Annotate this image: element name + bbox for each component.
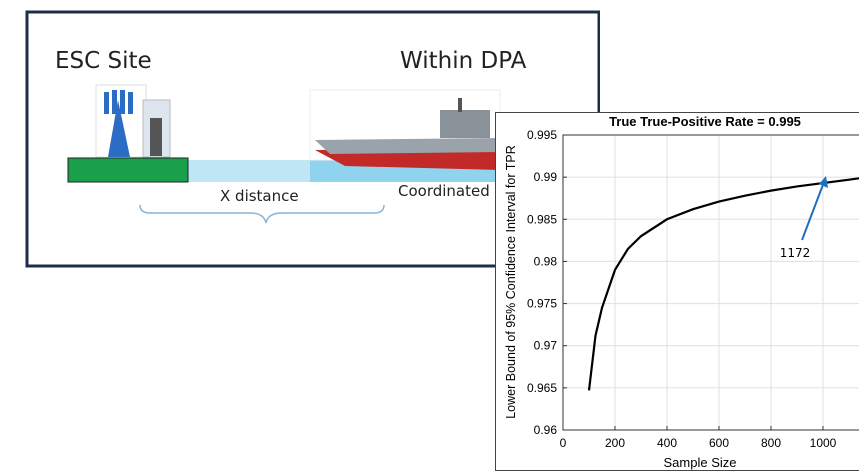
x-tick-label: 0 (560, 436, 567, 450)
annotation: 1172 (780, 246, 811, 260)
y-tick-label: 0.99 (534, 170, 558, 184)
annotation-arrow (801, 181, 825, 241)
distance-label: X distance (220, 187, 299, 205)
y-tick-label: 0.985 (527, 212, 557, 226)
y-tick-label: 0.96 (534, 423, 558, 437)
y-tick-label: 0.995 (527, 128, 557, 142)
x-axis-label: Sample Size (664, 455, 737, 470)
site-ground (67, 157, 189, 183)
x-tick-label: 200 (605, 436, 625, 450)
y-tick-label: 0.965 (527, 381, 557, 395)
annotation-arrowhead (819, 176, 828, 188)
chart: True True-Positive Rate = 0.995 Sample S… (495, 112, 859, 471)
left-title: ESC Site (55, 48, 152, 74)
y-tick-label: 0.975 (527, 297, 557, 311)
x-tick-label: 800 (761, 436, 781, 450)
y-tick-label: 0.98 (534, 254, 558, 268)
x-tick-label: 600 (709, 436, 729, 450)
distance-band (188, 160, 318, 182)
right-label: Coordinated (398, 182, 490, 200)
chart-panel (495, 112, 859, 471)
y-axis-label: Lower Bound of 95% Confidence Interval f… (504, 145, 518, 419)
plot-frame (562, 134, 859, 431)
ship-icon (309, 89, 501, 170)
y-tick-label: 0.97 (534, 339, 558, 353)
line (587, 177, 859, 391)
tower-icon (95, 84, 171, 158)
x-tick-label: 400 (657, 436, 677, 450)
chart-title: True True-Positive Rate = 0.995 (609, 114, 801, 129)
x-tick-label: 1000 (810, 436, 837, 450)
right-title: Within DPA (400, 48, 527, 74)
distance-bracket (139, 204, 385, 224)
